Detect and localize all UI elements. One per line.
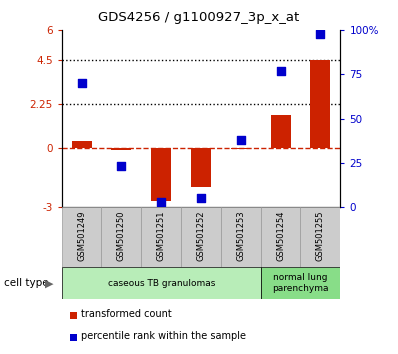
Text: GSM501249: GSM501249 <box>77 210 86 261</box>
Bar <box>261 207 300 267</box>
Text: ▶: ▶ <box>45 278 54 288</box>
Text: percentile rank within the sample: percentile rank within the sample <box>81 331 246 341</box>
Bar <box>231 148 251 149</box>
Text: GSM501255: GSM501255 <box>316 210 325 261</box>
Bar <box>62 207 101 267</box>
Bar <box>101 207 141 267</box>
Text: GDS4256 / g1100927_3p_x_at: GDS4256 / g1100927_3p_x_at <box>98 11 300 24</box>
Point <box>238 137 244 143</box>
Point <box>158 199 164 205</box>
Text: cell type: cell type <box>4 278 49 288</box>
Point <box>198 195 204 201</box>
Point <box>78 80 85 86</box>
Point <box>118 164 125 169</box>
Bar <box>271 115 291 148</box>
Bar <box>221 207 261 267</box>
Text: transformed count: transformed count <box>81 308 172 319</box>
Bar <box>261 267 340 299</box>
Point <box>317 31 324 36</box>
Bar <box>310 59 330 148</box>
Text: GSM501253: GSM501253 <box>236 210 245 261</box>
Bar <box>62 267 261 299</box>
Bar <box>181 207 221 267</box>
Bar <box>141 207 181 267</box>
Text: GSM501252: GSM501252 <box>197 210 205 261</box>
Bar <box>151 148 171 201</box>
Bar <box>72 141 92 148</box>
Text: GSM501250: GSM501250 <box>117 210 126 261</box>
Text: GSM501251: GSM501251 <box>157 210 166 261</box>
Bar <box>111 148 131 150</box>
Bar <box>300 207 340 267</box>
Bar <box>191 148 211 187</box>
Text: caseous TB granulomas: caseous TB granulomas <box>107 279 215 288</box>
Text: GSM501254: GSM501254 <box>276 210 285 261</box>
Text: normal lung
parenchyma: normal lung parenchyma <box>272 274 329 293</box>
Point <box>277 68 284 74</box>
